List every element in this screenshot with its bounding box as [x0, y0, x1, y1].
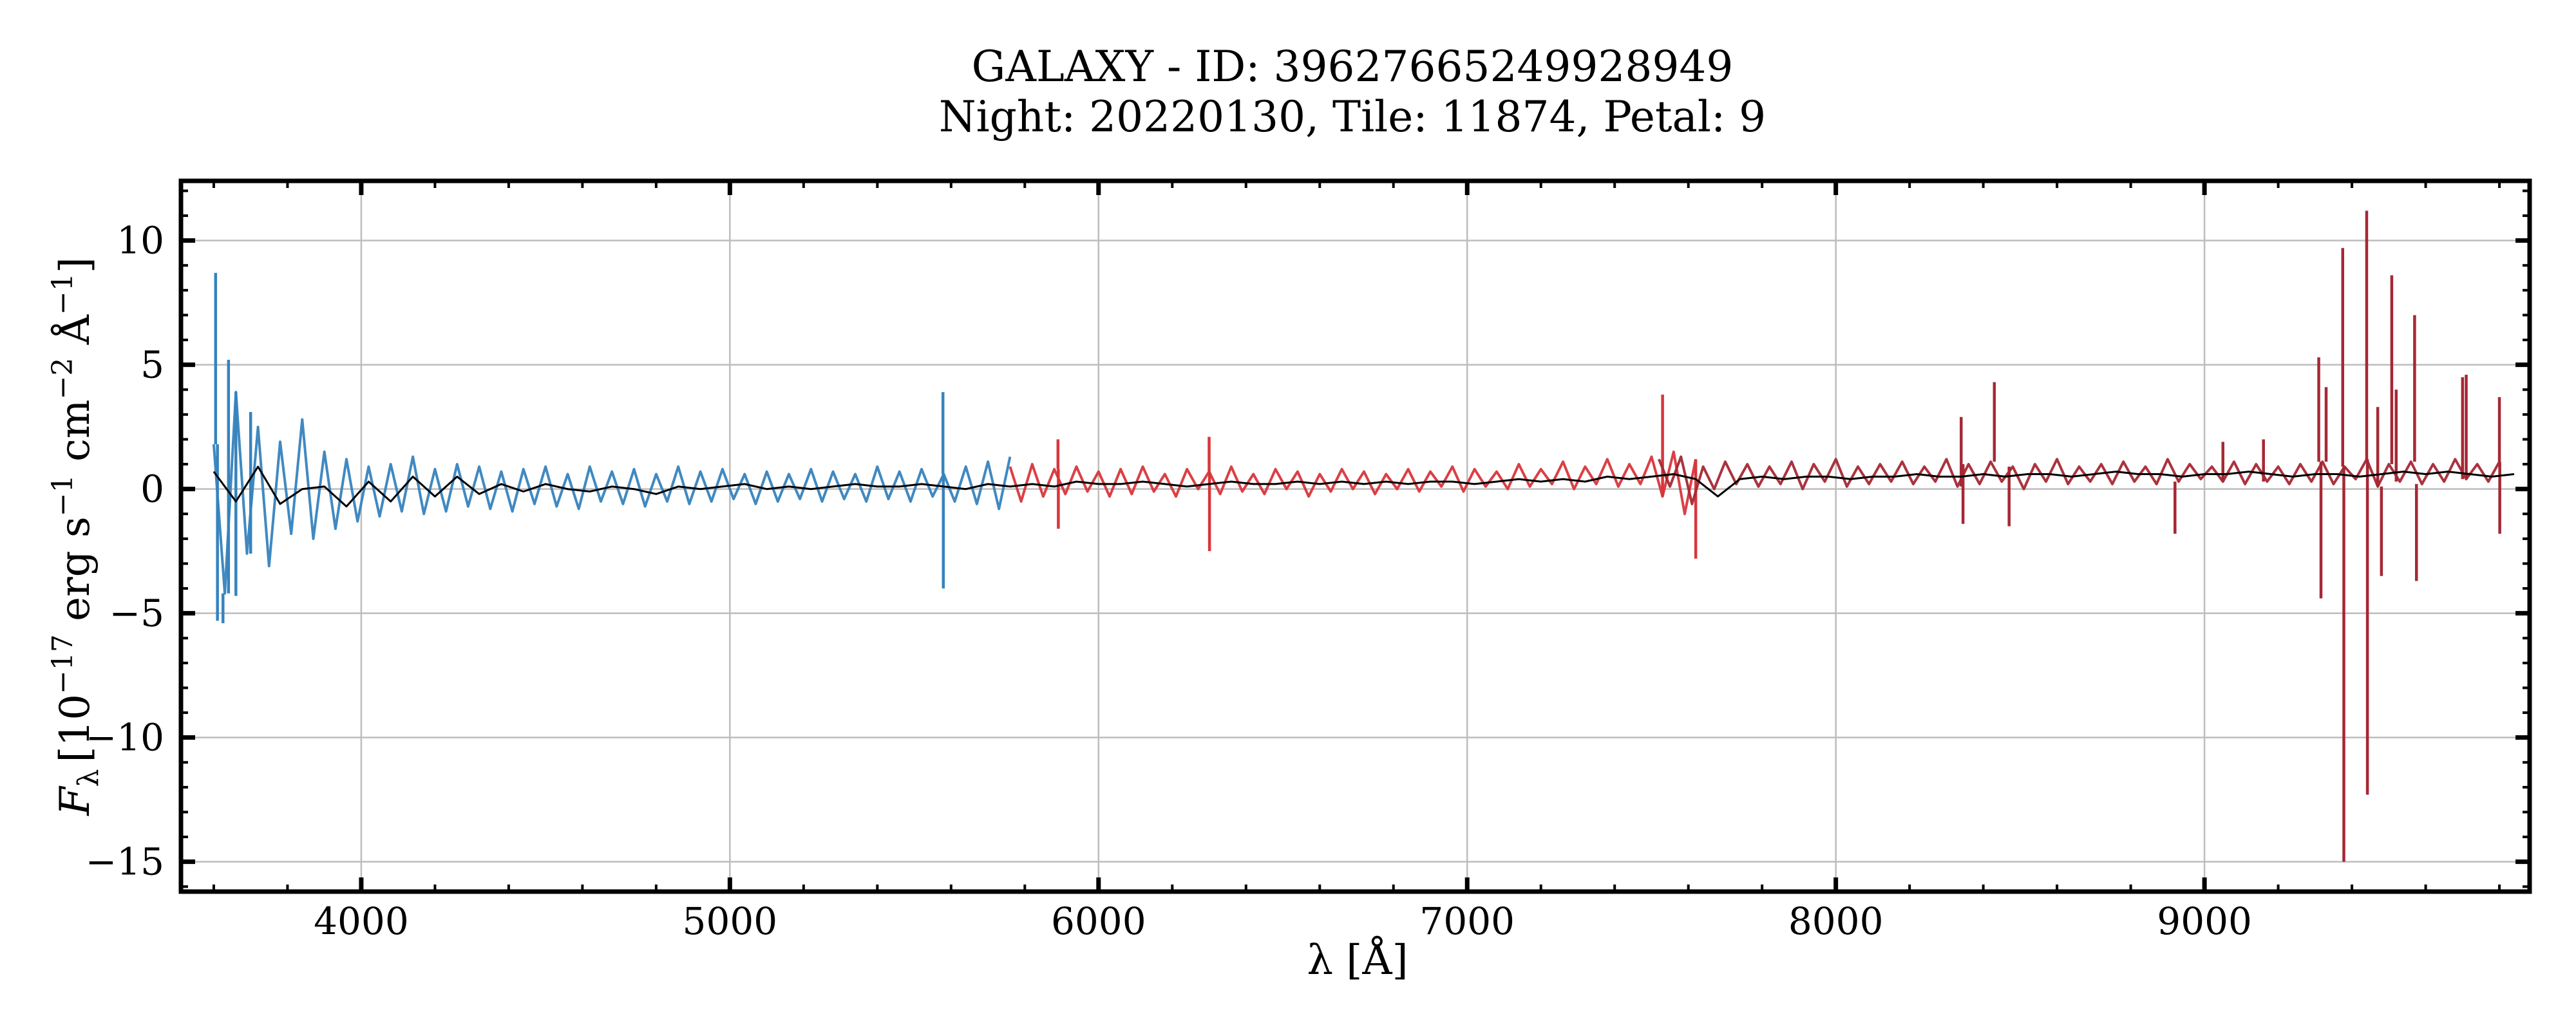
x-tick-label: 8000 — [1788, 899, 1884, 943]
x-tick-label: 5000 — [683, 899, 778, 943]
y-tick-label: 5 — [140, 343, 164, 387]
y-tick-label: −5 — [109, 592, 165, 635]
x-tick-label: 7000 — [1419, 899, 1515, 943]
y-tick-label: 0 — [140, 467, 164, 511]
x-tick-label: 4000 — [314, 899, 409, 943]
model-line — [213, 465, 2515, 508]
tick-labels: 4000 5000 6000 7000 8000 9000 10 5 0 −5 −10 −15 — [86, 219, 2252, 943]
spectrum-line-z — [1658, 455, 2501, 505]
chart-title: GALAXY - ID: 39627665249928949 — [972, 42, 1734, 91]
ticks — [181, 181, 2530, 892]
y-tick-label: −10 — [86, 716, 164, 760]
x-tick-label: 9000 — [2157, 899, 2252, 943]
spectrum-line-r — [1009, 450, 1698, 516]
grid — [181, 181, 2530, 892]
axes-frame — [178, 178, 2532, 894]
y-tick-label: 10 — [117, 219, 164, 263]
x-axis-label: λ [Å] — [1307, 936, 1408, 984]
y-axis-label: Fλ[10−17 erg s−1 cm−2 Å−1] — [46, 257, 105, 816]
y-tick-label: −15 — [86, 840, 164, 884]
spectrum-line-b — [212, 391, 1012, 595]
x-tick-label: 6000 — [1051, 899, 1146, 943]
plot-area — [212, 211, 2515, 862]
chart-subtitle: Night: 20220130, Tile: 11874, Petal: 9 — [939, 92, 1766, 142]
